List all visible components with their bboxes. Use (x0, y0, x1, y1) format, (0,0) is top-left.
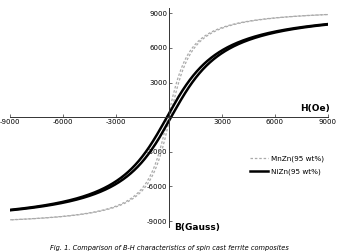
Text: Fig. 1. Comparison of B-H characteristics of spin cast ferrite composites: Fig. 1. Comparison of B-H characteristic… (50, 245, 288, 251)
NiZn(95 wt%) (226, 45, 230, 48)
Line: NiZn(95 wt%): NiZn(95 wt%) (10, 24, 328, 210)
MnZn(95 wt%) (326, 13, 330, 16)
NiZn(95 wt%) (256, 34, 260, 37)
MnZn(95 wt%) (256, 18, 260, 21)
NiZn(95 wt%) (137, 160, 141, 163)
NiZn(95 wt%) (326, 23, 330, 26)
Text: H(Oe): H(Oe) (300, 104, 330, 113)
NiZn(95 wt%) (8, 208, 12, 211)
Line: MnZn(95 wt%): MnZn(95 wt%) (10, 14, 328, 220)
Text: B(Gauss): B(Gauss) (174, 223, 220, 232)
NiZn(95 wt%) (41, 204, 45, 207)
MnZn(95 wt%) (262, 18, 266, 21)
MnZn(95 wt%) (41, 216, 45, 219)
MnZn(95 wt%) (8, 218, 12, 221)
Legend: MnZn(95 wt%), NiZn(95 wt%): MnZn(95 wt%), NiZn(95 wt%) (249, 155, 324, 175)
NiZn(95 wt%) (148, 144, 152, 147)
MnZn(95 wt%) (137, 191, 141, 194)
MnZn(95 wt%) (226, 24, 230, 27)
MnZn(95 wt%) (148, 175, 152, 178)
NiZn(95 wt%) (262, 33, 266, 36)
